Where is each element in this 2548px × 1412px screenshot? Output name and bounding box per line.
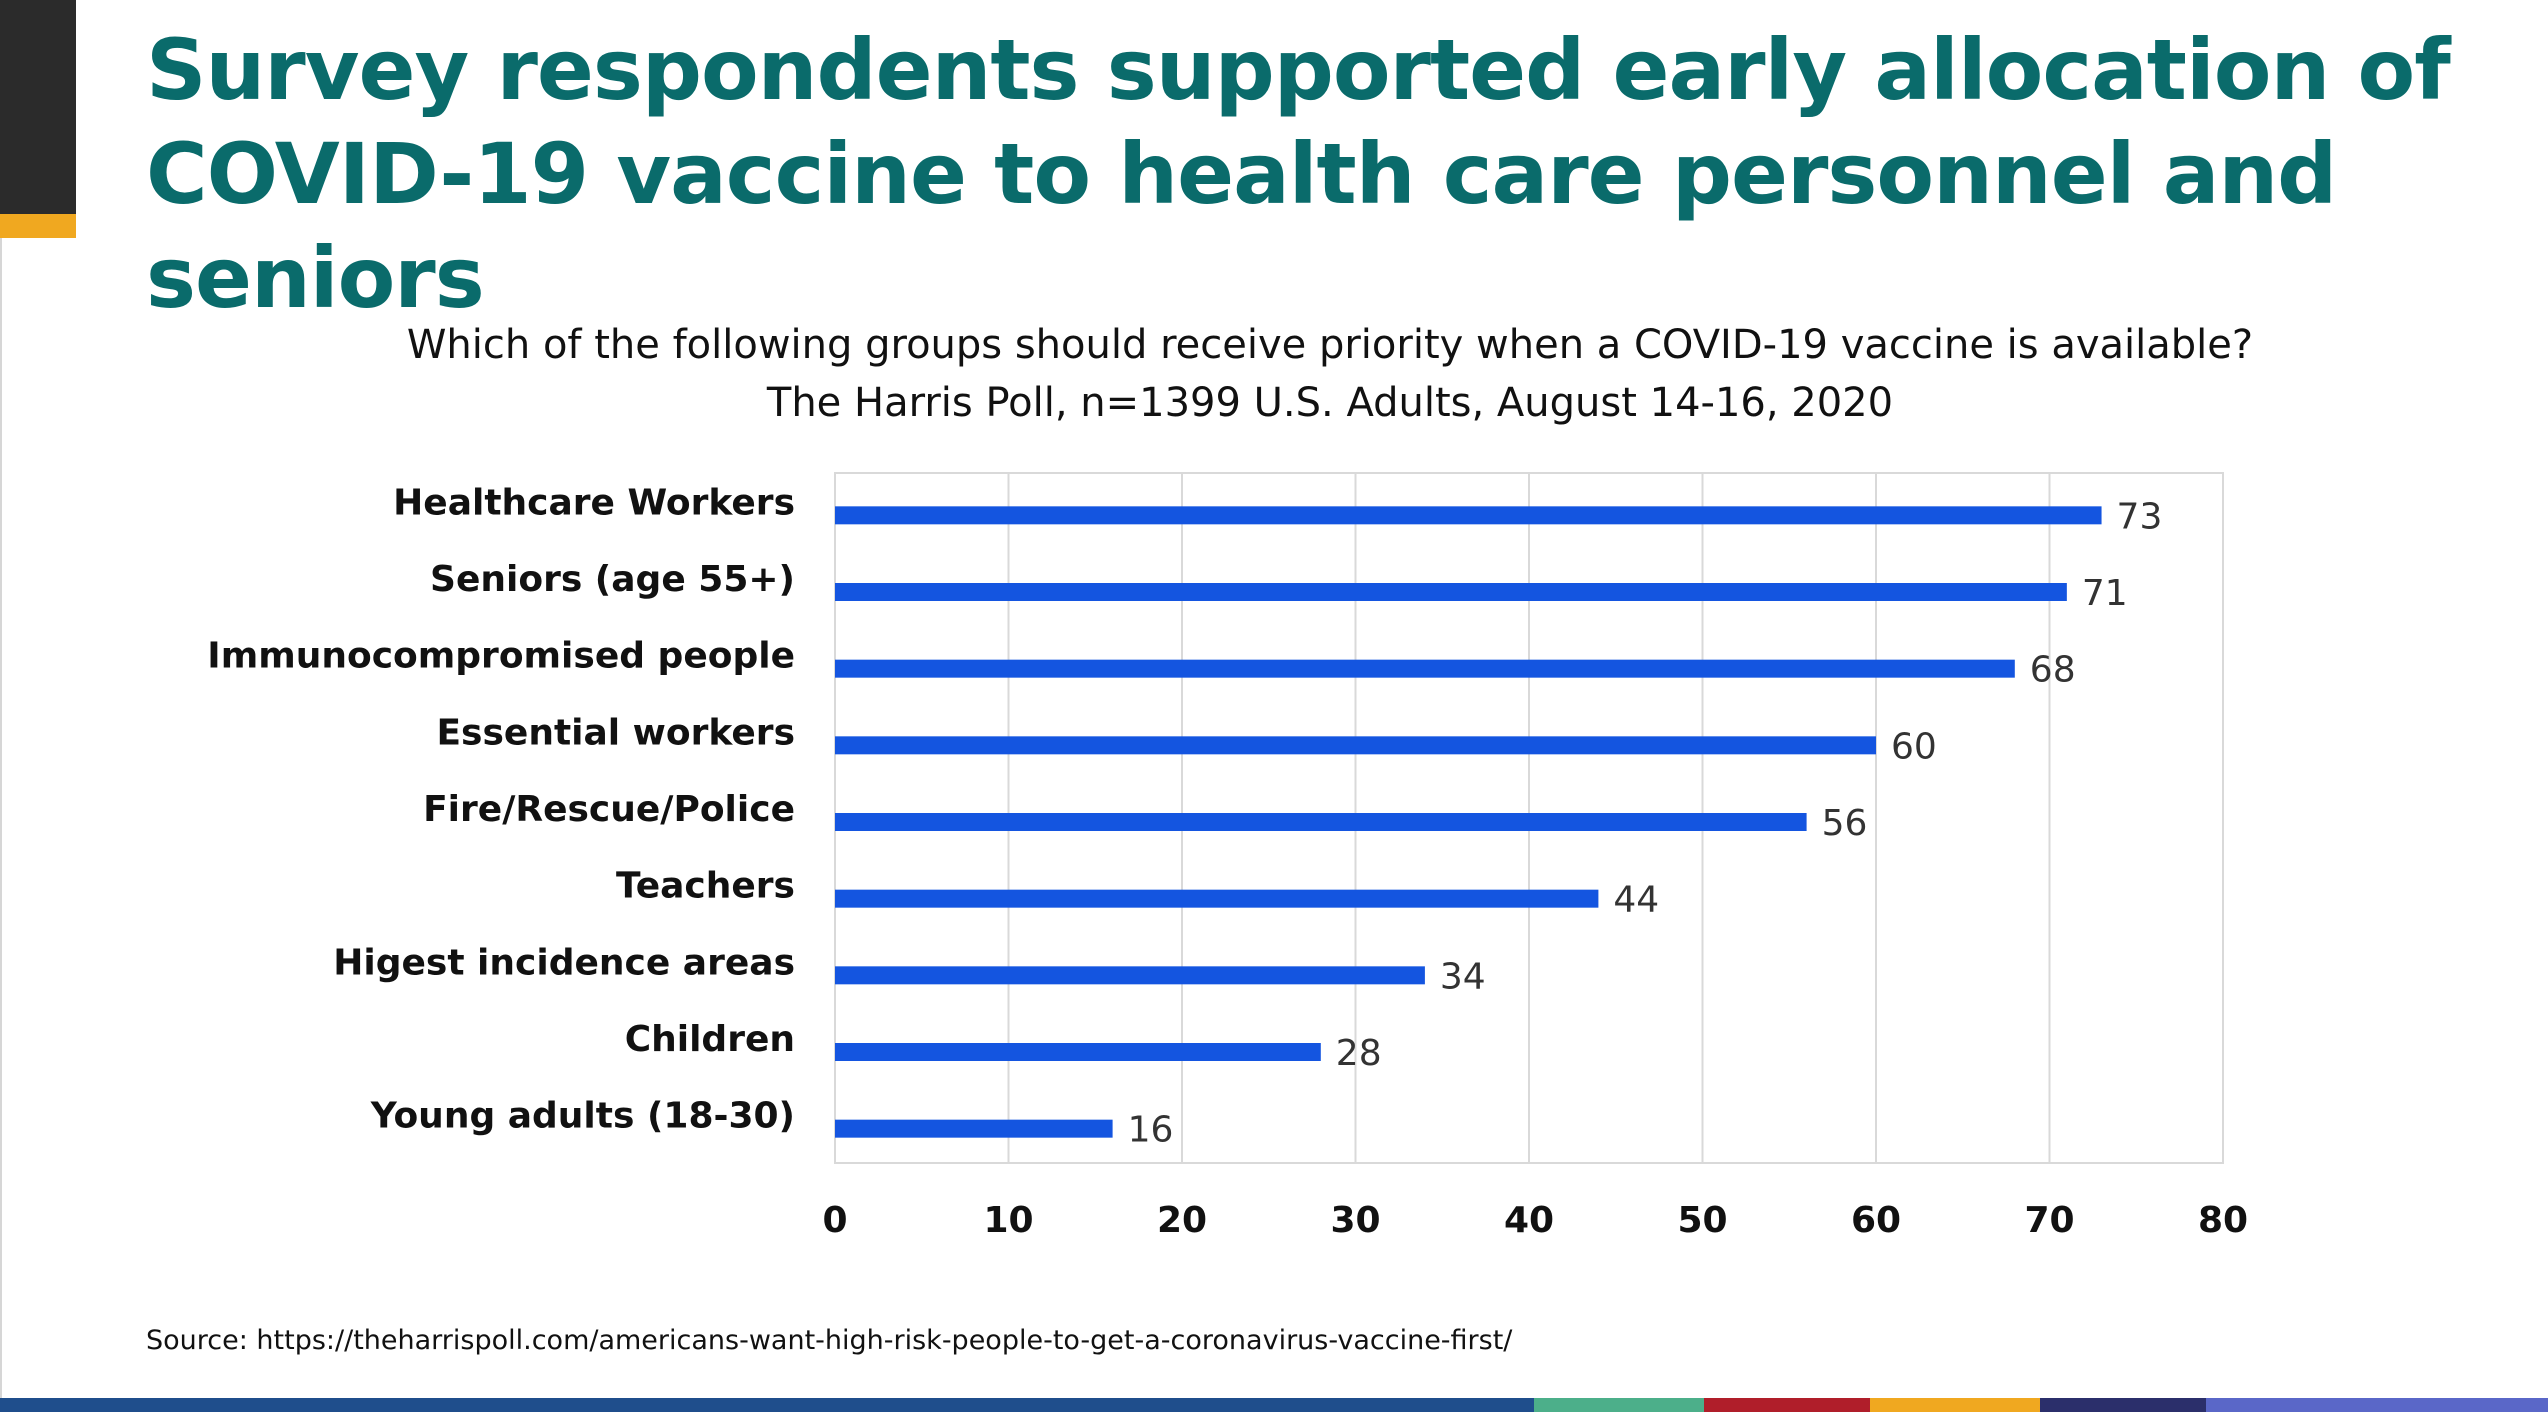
category-label: Teachers bbox=[616, 866, 795, 907]
bar bbox=[835, 813, 1807, 831]
bar-chart: Healthcare Workers 73 Seniors (age 55+) 71 I… bbox=[207, 472, 2248, 1241]
bar bbox=[835, 889, 1599, 908]
footer-stripe-segment bbox=[0, 1398, 760, 1412]
footer-stripe-segment bbox=[2040, 1398, 2206, 1412]
bar bbox=[835, 966, 1425, 985]
x-tick-label: 20 bbox=[1157, 1200, 1207, 1241]
footer-stripe-segment bbox=[1704, 1398, 1870, 1412]
category-label: Healthcare Workers bbox=[393, 482, 795, 523]
data-label: 68 bbox=[2030, 650, 2076, 691]
data-label: 71 bbox=[2082, 573, 2128, 614]
chart-subtitle: The Harris Poll, n=1399 U.S. Adults, Aug… bbox=[766, 380, 1894, 426]
category-label: Essential workers bbox=[436, 712, 795, 753]
bar bbox=[835, 1119, 1113, 1138]
bar bbox=[835, 659, 2015, 678]
x-tick-label: 10 bbox=[983, 1200, 1033, 1241]
bar bbox=[835, 583, 2067, 601]
data-label: 60 bbox=[1891, 726, 1937, 767]
category-label: Fire/Rescue/Police bbox=[423, 789, 795, 830]
data-label: 28 bbox=[1336, 1033, 1382, 1074]
chart-title: Which of the following groups should rec… bbox=[406, 322, 2254, 368]
bar bbox=[835, 1043, 1321, 1061]
footer-stripe-segment bbox=[1534, 1398, 1704, 1412]
side-rule bbox=[0, 238, 2, 1398]
footer-stripe-segment bbox=[2206, 1398, 2548, 1412]
category-label: Young adults (18-30) bbox=[370, 1096, 795, 1137]
side-bar-dark bbox=[0, 0, 76, 214]
slide-title: Survey respondents supported early alloc… bbox=[146, 21, 2451, 327]
x-tick-label: 80 bbox=[2198, 1200, 2248, 1241]
x-tick-label: 50 bbox=[1677, 1200, 1727, 1241]
footer-stripe-segment bbox=[1870, 1398, 2040, 1412]
data-label: 16 bbox=[1128, 1110, 1174, 1151]
side-bar-accent bbox=[0, 214, 76, 238]
data-label: 56 bbox=[1822, 803, 1868, 844]
footer-stripe bbox=[0, 1398, 2548, 1412]
footer-stripe-segment bbox=[760, 1398, 1534, 1412]
x-tick-label: 60 bbox=[1851, 1200, 1901, 1241]
x-tick-label: 30 bbox=[1330, 1200, 1380, 1241]
x-tick-label: 40 bbox=[1504, 1200, 1554, 1241]
bar bbox=[835, 506, 2102, 525]
data-label: 44 bbox=[1613, 880, 1659, 921]
category-label: Immunocompromised people bbox=[207, 636, 795, 677]
x-tick-label: 70 bbox=[2024, 1200, 2074, 1241]
x-tick-label: 0 bbox=[822, 1200, 847, 1241]
category-label: Children bbox=[625, 1019, 795, 1060]
data-label: 73 bbox=[2117, 496, 2163, 537]
source-note: Source: https://theharrispoll.com/americ… bbox=[146, 1325, 1513, 1356]
category-label: Higest incidence areas bbox=[333, 942, 795, 983]
data-label: 34 bbox=[1440, 956, 1486, 997]
category-label: Seniors (age 55+) bbox=[430, 559, 795, 600]
bar bbox=[835, 736, 1876, 755]
